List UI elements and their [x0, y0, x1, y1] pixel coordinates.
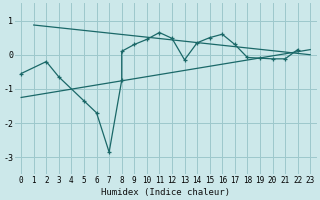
X-axis label: Humidex (Indice chaleur): Humidex (Indice chaleur)	[101, 188, 230, 197]
